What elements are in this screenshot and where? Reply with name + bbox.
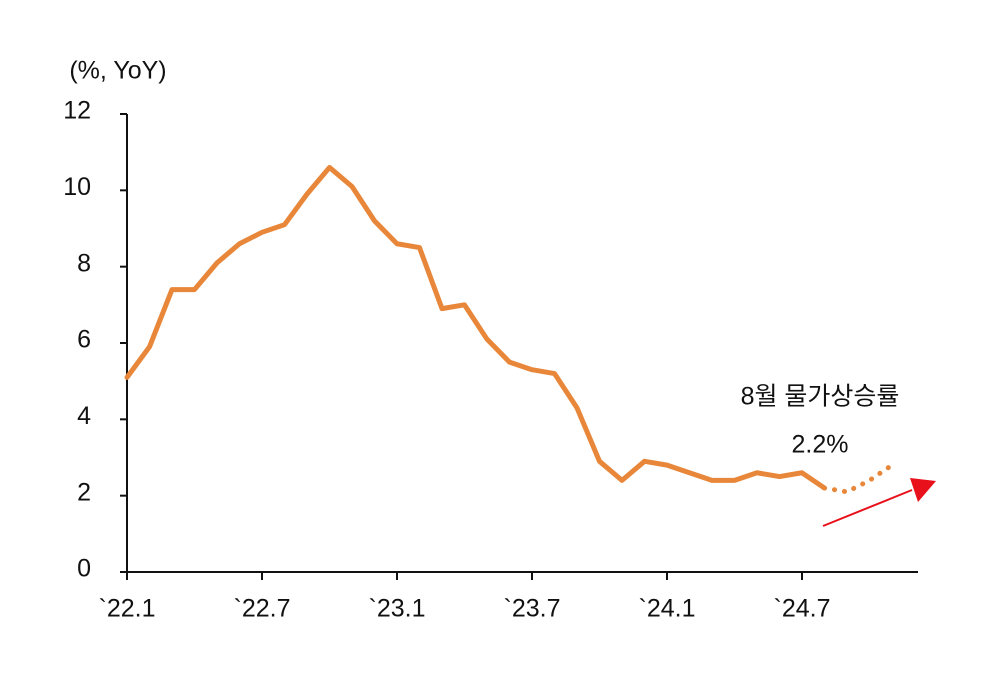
y-tick-label: 6 — [77, 326, 91, 354]
line-series — [124, 164, 827, 491]
y-tick-label: 2 — [77, 478, 91, 506]
trend-arrow-head — [910, 478, 936, 502]
line-series — [822, 462, 895, 495]
x-tick-label: `24.7 — [774, 595, 831, 623]
y-tick-label: 12 — [63, 97, 91, 125]
y-tick-label: 8 — [77, 249, 91, 277]
x-tick-label: `22.7 — [234, 595, 291, 623]
y-axis-label: (%, YoY) — [69, 57, 166, 85]
x-tick-label: `23.7 — [504, 595, 561, 623]
trend-arrow-shaft — [822, 489, 913, 527]
y-tick-label: 0 — [77, 555, 91, 583]
y-tick-label: 4 — [77, 402, 91, 430]
x-tick-label: `24.1 — [639, 595, 696, 623]
annotation: 8월 물가상승률 — [741, 383, 900, 411]
x-tick-label: `22.1 — [99, 595, 156, 623]
x-tick-label: `23.1 — [369, 595, 426, 623]
y-tick-label: 10 — [63, 173, 91, 201]
annotation: 2.2% — [792, 431, 849, 459]
